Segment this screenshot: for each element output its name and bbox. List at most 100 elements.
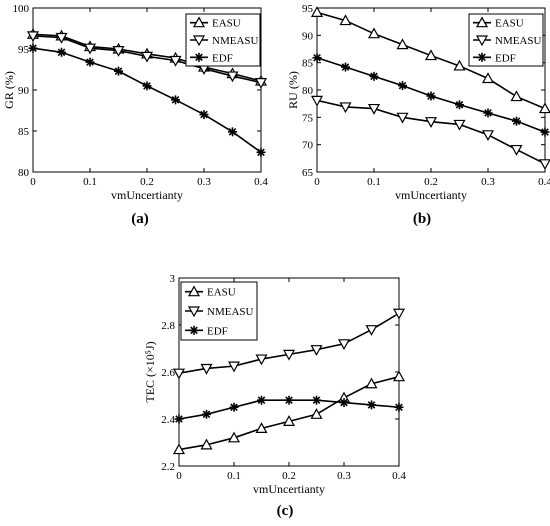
- data-point: [424, 117, 438, 128]
- data-point: [424, 49, 438, 61]
- data-point: [453, 119, 466, 131]
- data-point: [369, 71, 379, 81]
- data-point: [341, 62, 350, 72]
- chart-panel-1: 0 0.1 0.2 0.3 0.4 80 85 90 95 100 vmUncertianty GR …: [2, 3, 268, 227]
- legend-marker: [192, 35, 206, 47]
- series-nmeasu: [310, 95, 550, 171]
- legend-label: NMEASU: [212, 35, 259, 47]
- x-tick-label: 0.1: [367, 176, 381, 188]
- y-tick-label: 3: [170, 273, 176, 285]
- legend: EASU NMEASU EDF: [468, 13, 544, 67]
- data-point: [282, 415, 296, 426]
- data-point: [255, 422, 268, 433]
- data-point: [312, 53, 322, 63]
- legend-marker: [477, 52, 487, 62]
- legend-marker: [194, 52, 204, 62]
- legend-marker: [192, 16, 206, 28]
- legend-marker: [189, 325, 199, 335]
- y-axis-label: TEC (×10⁵J): [143, 341, 157, 402]
- data-point: [254, 78, 268, 89]
- y-tick-label: 65: [302, 167, 314, 179]
- legend-label: NMEASU: [495, 35, 542, 47]
- data-point: [367, 400, 376, 410]
- x-tick-label: 0.4: [254, 176, 268, 188]
- data-point: [171, 95, 180, 105]
- data-point: [199, 110, 209, 120]
- panel-label: (c): [277, 503, 294, 519]
- series-line: [316, 99, 546, 165]
- legend-label: EDF: [212, 52, 233, 64]
- data-point: [142, 81, 152, 91]
- data-point: [510, 144, 523, 156]
- data-point: [256, 147, 266, 157]
- data-point: [310, 408, 323, 419]
- chart-panel-3: 0 0.1 0.2 0.3 0.4 2.2 2.4 2.6 2.8 3 vmUncertianty T…: [143, 273, 406, 519]
- series-edf: [28, 43, 266, 157]
- x-tick-label: 0.4: [392, 470, 406, 482]
- y-tick-label: 100: [13, 3, 30, 15]
- data-point: [55, 32, 68, 44]
- y-tick-label: 80: [18, 167, 30, 179]
- data-point: [396, 38, 409, 50]
- y-axis-label: RU (%): [286, 71, 300, 109]
- x-axis-label: vmUncertianty: [111, 188, 183, 202]
- data-point: [255, 354, 268, 366]
- y-tick-label: 70: [302, 140, 314, 152]
- data-point: [396, 112, 409, 124]
- data-point: [312, 395, 321, 405]
- y-tick-label: 2.8: [161, 320, 175, 332]
- y-tick-label: 95: [302, 3, 314, 15]
- x-tick-label: 0.2: [282, 470, 296, 482]
- legend: EASU NMEASU EDF: [180, 281, 258, 341]
- y-tick-label: 85: [18, 126, 30, 138]
- panel-label: (b): [413, 211, 431, 227]
- data-point: [172, 443, 186, 455]
- chart-panel-2: 0 0.1 0.2 0.3 0.4 65 70 75 80 85 90 95 vmUncertianty…: [286, 3, 550, 227]
- data-point: [339, 102, 352, 114]
- x-tick-label: 0.1: [83, 176, 97, 188]
- data-point: [538, 102, 550, 114]
- data-point: [85, 57, 95, 67]
- data-point: [365, 377, 378, 389]
- x-tick-label: 0: [314, 176, 320, 188]
- legend-label: EASU: [495, 18, 524, 30]
- y-tick-label: 75: [302, 112, 314, 124]
- data-point: [392, 308, 406, 320]
- data-point: [398, 81, 407, 91]
- data-point: [426, 91, 436, 101]
- legend-marker: [475, 35, 489, 47]
- data-point: [114, 66, 123, 76]
- data-point: [394, 402, 404, 412]
- data-point: [169, 55, 182, 67]
- series-easu: [310, 6, 550, 114]
- data-point: [200, 438, 213, 450]
- x-axis-label: vmUncertianty: [395, 188, 467, 202]
- legend-marker: [475, 16, 489, 28]
- data-point: [284, 395, 294, 405]
- x-tick-label: 0.2: [140, 176, 154, 188]
- legend-label: EASU: [207, 287, 236, 299]
- data-point: [57, 47, 66, 57]
- legend-label: EDF: [495, 52, 516, 64]
- data-point: [392, 370, 406, 382]
- legend: EASU NMEASU EDF: [185, 13, 261, 67]
- data-point: [538, 159, 550, 171]
- data-point: [226, 71, 239, 83]
- y-axis-label: GR (%): [2, 71, 16, 109]
- y-tick-label: 90: [18, 85, 30, 97]
- data-point: [339, 14, 352, 26]
- data-point: [337, 339, 351, 351]
- data-point: [172, 368, 186, 380]
- series-edf: [174, 395, 404, 424]
- x-tick-label: 0.4: [538, 176, 550, 188]
- series-nmeasu: [26, 31, 268, 89]
- data-point: [174, 414, 184, 424]
- data-point: [26, 31, 40, 43]
- y-tick-label: 2.6: [161, 367, 175, 379]
- data-point: [481, 72, 495, 84]
- x-tick-label: 0.2: [424, 176, 438, 188]
- data-point: [202, 409, 211, 419]
- data-point: [28, 43, 38, 53]
- data-point: [257, 395, 266, 405]
